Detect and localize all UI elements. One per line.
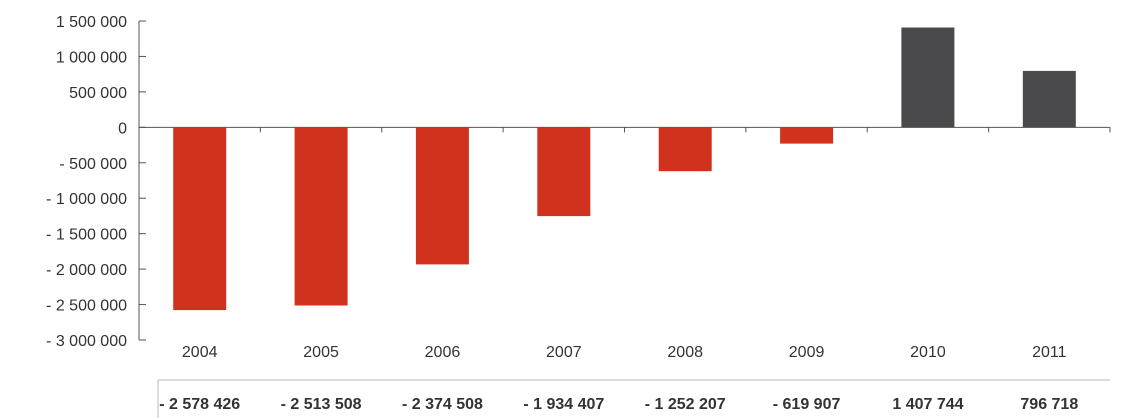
- y-tick-label: - 500 000: [59, 156, 127, 173]
- x-tick-label: 2005: [303, 344, 339, 361]
- data-table: - 2 578 426 - 2 513 508 - 2 374 508 - 1 934…: [157, 379, 1110, 418]
- data-label: 796 718: [1020, 396, 1078, 413]
- x-tick-label: 2004: [182, 344, 218, 361]
- x-tick-label: 2007: [546, 344, 582, 361]
- bar-2004: [173, 127, 227, 311]
- data-label: - 2 578 426: [159, 396, 240, 413]
- bar-2006: [415, 127, 469, 265]
- data-label: 1 407 744: [892, 396, 963, 413]
- y-tick-label: 500 000: [69, 85, 127, 102]
- y-tick-label: - 2 000 000: [46, 262, 127, 279]
- x-tick-label: 2010: [910, 344, 946, 361]
- y-tick-label: - 3 000 000: [46, 333, 127, 350]
- y-axis: [138, 20, 146, 341]
- bar-2007: [537, 127, 591, 217]
- y-tick-label: - 1 500 000: [46, 227, 127, 244]
- bar-2005: [294, 127, 348, 306]
- y-tick-label: 0: [118, 120, 127, 137]
- y-tick-label: 1 000 000: [56, 49, 127, 66]
- x-tick-label: 2008: [667, 344, 703, 361]
- x-tick-label: 2009: [789, 344, 825, 361]
- data-label: - 619 907: [773, 396, 841, 413]
- bar-2010: [901, 27, 955, 128]
- data-label: - 2 513 508: [281, 396, 362, 413]
- x-tick-label: 2006: [425, 344, 461, 361]
- bar-2009: [780, 127, 834, 144]
- x-axis: [139, 126, 1111, 133]
- y-tick-label: 1 500 000: [56, 14, 127, 31]
- x-tick-label: 2011: [1032, 344, 1067, 361]
- y-axis-tick-labels: 1 500 000 1 000 000 500 000 0 - 500 000 - 1 0…: [46, 14, 127, 350]
- x-axis-tick-labels: 2004 2005 2006 2007 2008 2009 2010 2011: [182, 344, 1067, 361]
- data-label: - 2 374 508: [402, 396, 483, 413]
- bar-2008: [658, 127, 712, 172]
- y-tick-label: - 2 500 000: [46, 298, 127, 315]
- data-label: - 1 934 407: [523, 396, 604, 413]
- bar-2011: [1022, 70, 1076, 128]
- bars: [173, 27, 1076, 311]
- y-tick-label: - 1 000 000: [46, 191, 127, 208]
- data-label: - 1 252 207: [645, 396, 726, 413]
